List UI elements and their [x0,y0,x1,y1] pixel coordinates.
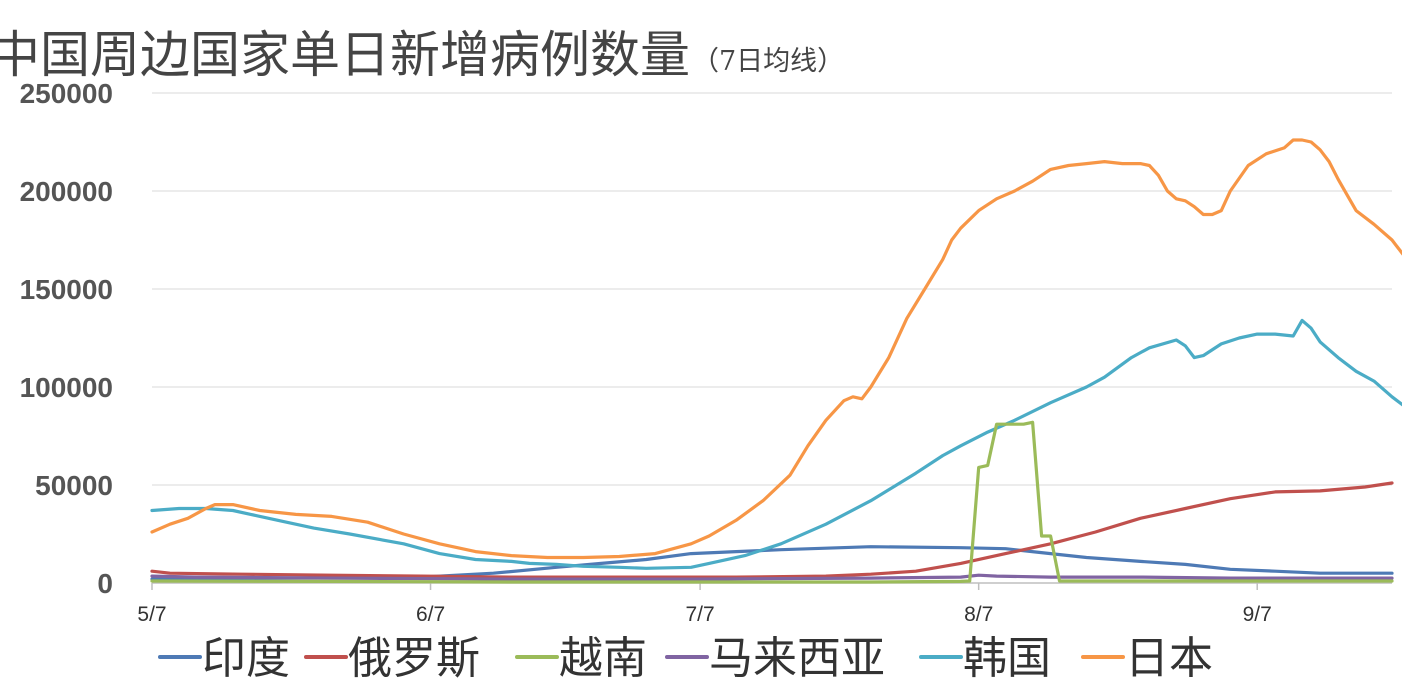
legend-label-4: 韩国 [963,633,1051,684]
y-tick-label: 0 [97,568,113,599]
legend-label-1: 俄罗斯 [348,633,480,684]
legend: 印度 俄罗斯 越南 马来西亚 韩国 日本 [158,633,1213,684]
legend-label-3: 马来西亚 [709,633,885,684]
y-tick-label: 150000 [20,274,113,305]
series-line-3 [150,573,1394,581]
chart-title: 中国周边国家单日新增病例数量 [0,26,690,84]
gridlines [152,92,1392,486]
series-line-0 [150,545,1394,581]
series-line-2 [150,420,1394,584]
y-tick-label: 250000 [20,78,113,109]
chart-subtitle: （7日均线） [692,46,844,77]
x-tick-label: 6/7 [416,603,445,626]
series-line-5 [150,138,1402,560]
series-line-4 [150,318,1402,570]
y-tick-label: 50000 [35,470,113,501]
series-lines [150,138,1402,584]
x-tick-label: 9/7 [1243,603,1272,626]
legend-label-5: 日本 [1125,633,1213,684]
legend-label-2: 越南 [559,633,647,684]
series-line-1 [150,481,1394,579]
x-tick-label: 5/7 [137,603,166,626]
y-tick-label: 200000 [20,176,113,207]
y-tick-label: 100000 [20,372,113,403]
y-axis: 250000 200000 150000 100000 50000 0 [20,78,113,599]
x-tick-label: 7/7 [686,603,715,626]
x-axis: 5/7 6/7 7/7 8/7 9/7 [137,582,1392,626]
legend-label-0: 印度 [202,633,290,684]
x-tick-label: 8/7 [964,603,993,626]
